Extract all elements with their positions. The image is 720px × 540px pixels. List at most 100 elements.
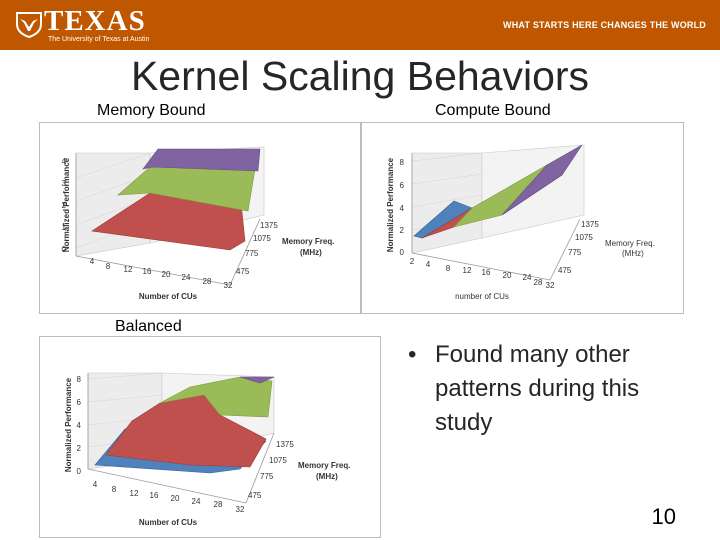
x-axis-label: Number of CUs xyxy=(139,292,198,301)
university-logo[interactable]: TEXAS The University of Texas at Austin xyxy=(16,5,150,46)
balanced-plot: 0 2 4 6 8 4 8 12 16 20 24 28 32 475 775 … xyxy=(64,372,350,527)
z-axis-label-line-1: Memory Freq. xyxy=(605,239,655,248)
chart-label-balanced: Balanced xyxy=(115,318,182,335)
y-axis-label: Normalized Performance xyxy=(62,157,71,252)
balanced-chart: 0 2 4 6 8 4 8 12 16 20 24 28 32 475 775 … xyxy=(39,336,381,538)
z-tick-475: 475 xyxy=(558,266,572,275)
x-tick-28: 28 xyxy=(214,500,223,509)
z-tick-775: 775 xyxy=(245,249,259,258)
x-tick-16: 16 xyxy=(150,491,159,500)
y-tick-0: 0 xyxy=(400,248,405,257)
y-tick-8: 8 xyxy=(77,375,82,384)
z-axis-label-line-1: Memory Freq. xyxy=(282,237,334,246)
x-tick-16: 16 xyxy=(143,267,152,276)
x-tick-8: 8 xyxy=(112,485,117,494)
z-tick-1075: 1075 xyxy=(269,456,287,465)
bullet-item-continued: patterns during this xyxy=(408,372,708,406)
x-tick-32: 32 xyxy=(236,505,245,514)
x-tick-20: 20 xyxy=(162,270,171,279)
x-tick-2: 2 xyxy=(410,257,415,266)
x-tick-24: 24 xyxy=(182,273,191,282)
z-axis-label-line-1: Memory Freq. xyxy=(298,461,350,470)
surface-band-3 xyxy=(159,376,273,418)
bullet-item: • Found many other xyxy=(408,338,708,372)
y-axis-label: Normalized Performance xyxy=(64,377,73,472)
z-axis-line xyxy=(549,218,581,281)
bullet-line-1: Found many other xyxy=(435,341,630,368)
x-tick-4: 4 xyxy=(93,480,98,489)
y-tick-0: 0 xyxy=(62,245,67,254)
bullet-icon: • xyxy=(408,341,417,368)
y-tick-4: 4 xyxy=(77,421,82,430)
x-tick-16: 16 xyxy=(482,268,491,277)
surface-band-4 xyxy=(239,376,275,384)
gridline xyxy=(87,372,163,380)
x-axis-line xyxy=(411,252,551,281)
x-tick-32: 32 xyxy=(224,281,233,290)
x-tick-24: 24 xyxy=(523,273,532,282)
x-tick-28: 28 xyxy=(534,278,543,287)
x-tick-12: 12 xyxy=(130,489,139,498)
y-tick-2: 2 xyxy=(62,201,67,210)
x-tick-12: 12 xyxy=(124,265,133,274)
x-tick-20: 20 xyxy=(171,494,180,503)
y-tick-6: 6 xyxy=(77,398,82,407)
bullet-item-continued: study xyxy=(408,406,708,440)
page-number: 10 xyxy=(651,504,676,529)
compute-bound-chart: 0 2 4 6 8 2 4 8 12 16 20 24 28 32 475 77… xyxy=(361,122,684,314)
bullet-list: • Found many other patterns during this … xyxy=(408,338,708,440)
z-axis-label-line-2: (MHz) xyxy=(300,248,322,257)
z-tick-1075: 1075 xyxy=(575,233,593,242)
x-tick-28: 28 xyxy=(203,277,212,286)
z-tick-1375: 1375 xyxy=(581,220,599,229)
header-banner: TEXAS The University of Texas at Austin … xyxy=(0,0,720,50)
surface-band-2 xyxy=(117,166,256,212)
gridline xyxy=(87,394,163,403)
bullet-line-2: patterns during this xyxy=(435,375,640,402)
gridline xyxy=(411,152,483,162)
z-tick-775: 775 xyxy=(260,472,274,481)
y-tick-2: 2 xyxy=(77,444,82,453)
x-tick-4: 4 xyxy=(426,260,431,269)
logo-subtitle: The University of Texas at Austin xyxy=(48,36,150,43)
x-tick-24: 24 xyxy=(192,497,201,506)
y-tick-1: 1 xyxy=(62,223,67,232)
gridline xyxy=(411,173,483,185)
z-tick-1375: 1375 xyxy=(276,440,294,449)
memory-bound-chart: 0 1 2 3 4 4 8 12 16 20 24 28 32 475 775 … xyxy=(39,122,361,314)
surface-band-1 xyxy=(91,192,246,251)
z-tick-475: 475 xyxy=(248,491,262,500)
x-tick-12: 12 xyxy=(463,266,472,275)
memory-bound-plot: 0 1 2 3 4 4 8 12 16 20 24 28 32 475 775 … xyxy=(62,146,334,301)
z-tick-775: 775 xyxy=(568,248,582,257)
z-tick-1075: 1075 xyxy=(253,234,271,243)
x-tick-8: 8 xyxy=(106,262,111,271)
z-axis-line xyxy=(229,218,261,286)
chart-label-memory-bound: Memory Bound xyxy=(97,102,206,119)
x-tick-8: 8 xyxy=(446,264,451,273)
z-tick-475: 475 xyxy=(236,267,250,276)
x-tick-20: 20 xyxy=(503,271,512,280)
slide-title: Kernel Scaling Behaviors xyxy=(130,53,590,99)
y-tick-3: 3 xyxy=(62,179,67,188)
y-tick-8: 8 xyxy=(400,158,405,167)
y-axis-label: Normalized Performance xyxy=(386,157,395,252)
x-axis-label: number of CUs xyxy=(455,292,509,301)
x-axis-line xyxy=(75,255,231,286)
surface-band-3 xyxy=(142,148,261,172)
y-tick-0: 0 xyxy=(77,467,82,476)
y-tick-6: 6 xyxy=(400,181,405,190)
y-tick-4: 4 xyxy=(400,204,405,213)
header-tagline: WHAT STARTS HERE CHANGES THE WORLD xyxy=(503,20,706,30)
surface-band-4 xyxy=(501,144,583,216)
gridline xyxy=(411,194,483,208)
longhorn-seal-icon xyxy=(16,12,42,38)
bullet-line-3: study xyxy=(435,409,493,436)
z-axis-label-line-2: (MHz) xyxy=(316,472,338,481)
x-axis-line xyxy=(87,468,247,504)
compute-bound-plot: 0 2 4 6 8 2 4 8 12 16 20 24 28 32 475 77… xyxy=(386,144,655,301)
z-axis-label-line-2: (MHz) xyxy=(622,249,644,258)
z-axis-line xyxy=(245,432,275,504)
x-axis-label: Number of CUs xyxy=(139,518,198,527)
chart-label-compute-bound: Compute Bound xyxy=(435,102,551,119)
